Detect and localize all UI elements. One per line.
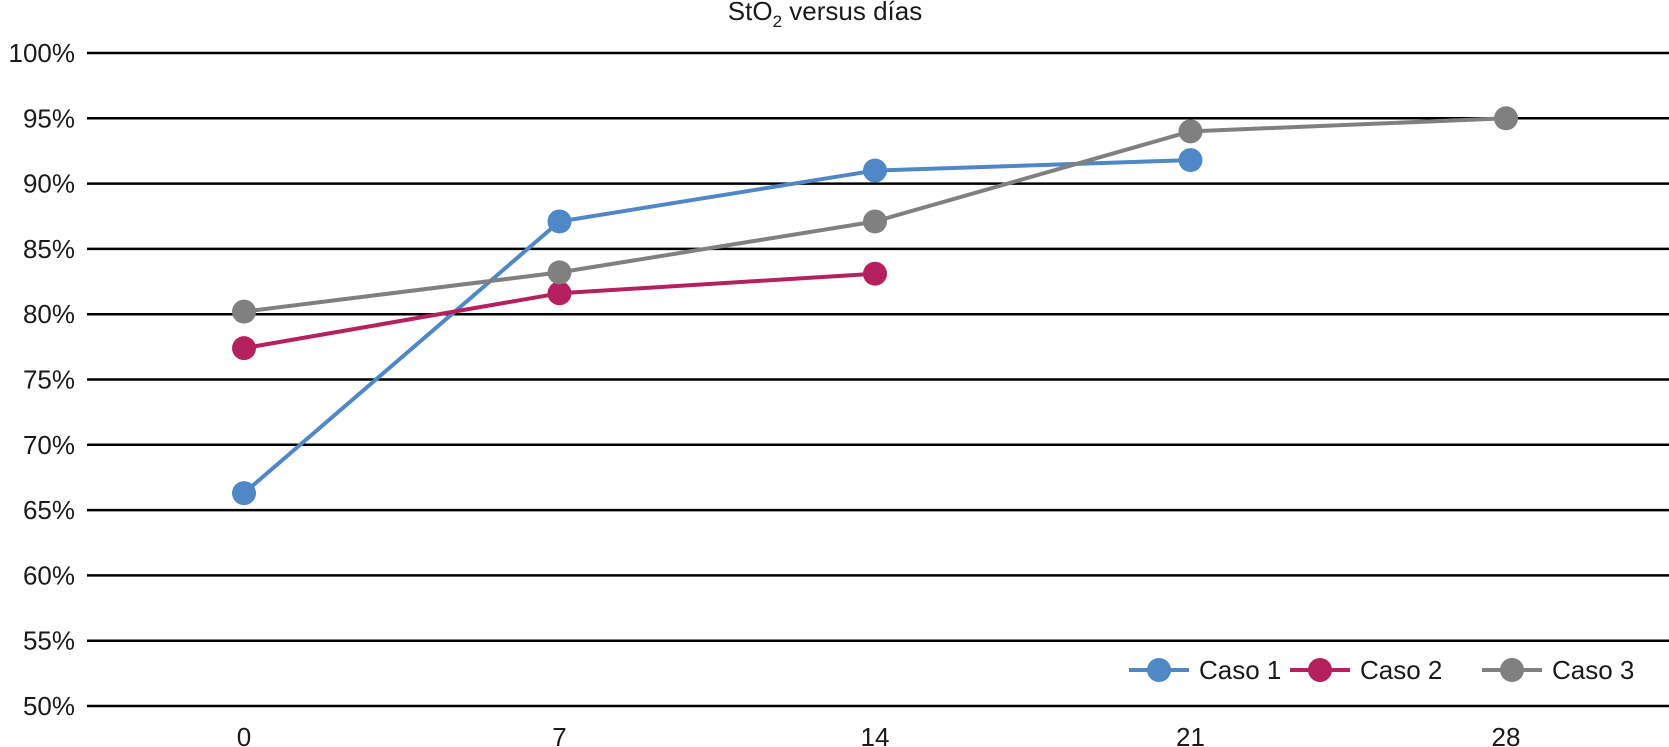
data-point	[547, 209, 572, 234]
x-tick-label: 14	[861, 722, 890, 747]
y-tick-label: 100%	[9, 38, 76, 68]
data-point	[863, 209, 887, 234]
data-point	[232, 336, 256, 361]
legend-item: Caso 1	[1129, 655, 1281, 685]
legend-item: Caso 3	[1482, 655, 1634, 685]
series-2	[232, 261, 887, 361]
data-point	[1178, 148, 1203, 173]
series-3	[232, 106, 1518, 324]
legend: Caso 1 Caso 2 Caso 3	[1129, 655, 1634, 685]
legend-marker	[1500, 658, 1524, 682]
series-layer	[232, 106, 1518, 506]
data-point	[1494, 106, 1518, 131]
y-tick-label: 95%	[23, 103, 75, 133]
legend-item: Caso 2	[1290, 655, 1442, 685]
data-point	[232, 481, 256, 506]
legend-label: Caso 1	[1199, 655, 1281, 685]
legend-marker	[1308, 658, 1332, 682]
y-tick-label: 90%	[23, 169, 75, 199]
data-point	[863, 261, 887, 286]
y-tick-label: 60%	[23, 560, 75, 590]
data-point	[1178, 119, 1203, 144]
x-tick-label: 21	[1176, 722, 1205, 747]
x-tick-label: 28	[1492, 722, 1521, 747]
series-line	[242, 158, 1191, 495]
legend-label: Caso 3	[1552, 655, 1634, 685]
x-tick-label: 0	[237, 722, 251, 747]
y-tick-label: 75%	[23, 365, 75, 395]
legend-marker	[1147, 658, 1171, 682]
data-point	[547, 281, 572, 306]
y-tick-label: 80%	[23, 299, 75, 329]
x-tick-label: 7	[552, 722, 566, 747]
y-tick-label: 50%	[23, 691, 75, 721]
y-tick-label: 85%	[23, 234, 75, 264]
y-tick-label: 55%	[23, 626, 75, 656]
y-tick-label: 70%	[23, 430, 75, 460]
gridlines	[87, 51, 1669, 708]
legend-label: Caso 2	[1360, 655, 1442, 685]
x-axis-ticks: 0 7 14 21 28	[237, 722, 1521, 747]
chart-title: StO2 versus días	[728, 0, 922, 31]
data-point	[547, 260, 572, 285]
y-axis-ticks: 50% 55% 60% 65% 70% 75% 80% 85% 90% 95% 100%	[9, 38, 76, 721]
series-1	[232, 148, 1203, 506]
data-point	[863, 158, 887, 183]
y-tick-label: 65%	[23, 495, 75, 525]
data-point	[232, 299, 256, 324]
